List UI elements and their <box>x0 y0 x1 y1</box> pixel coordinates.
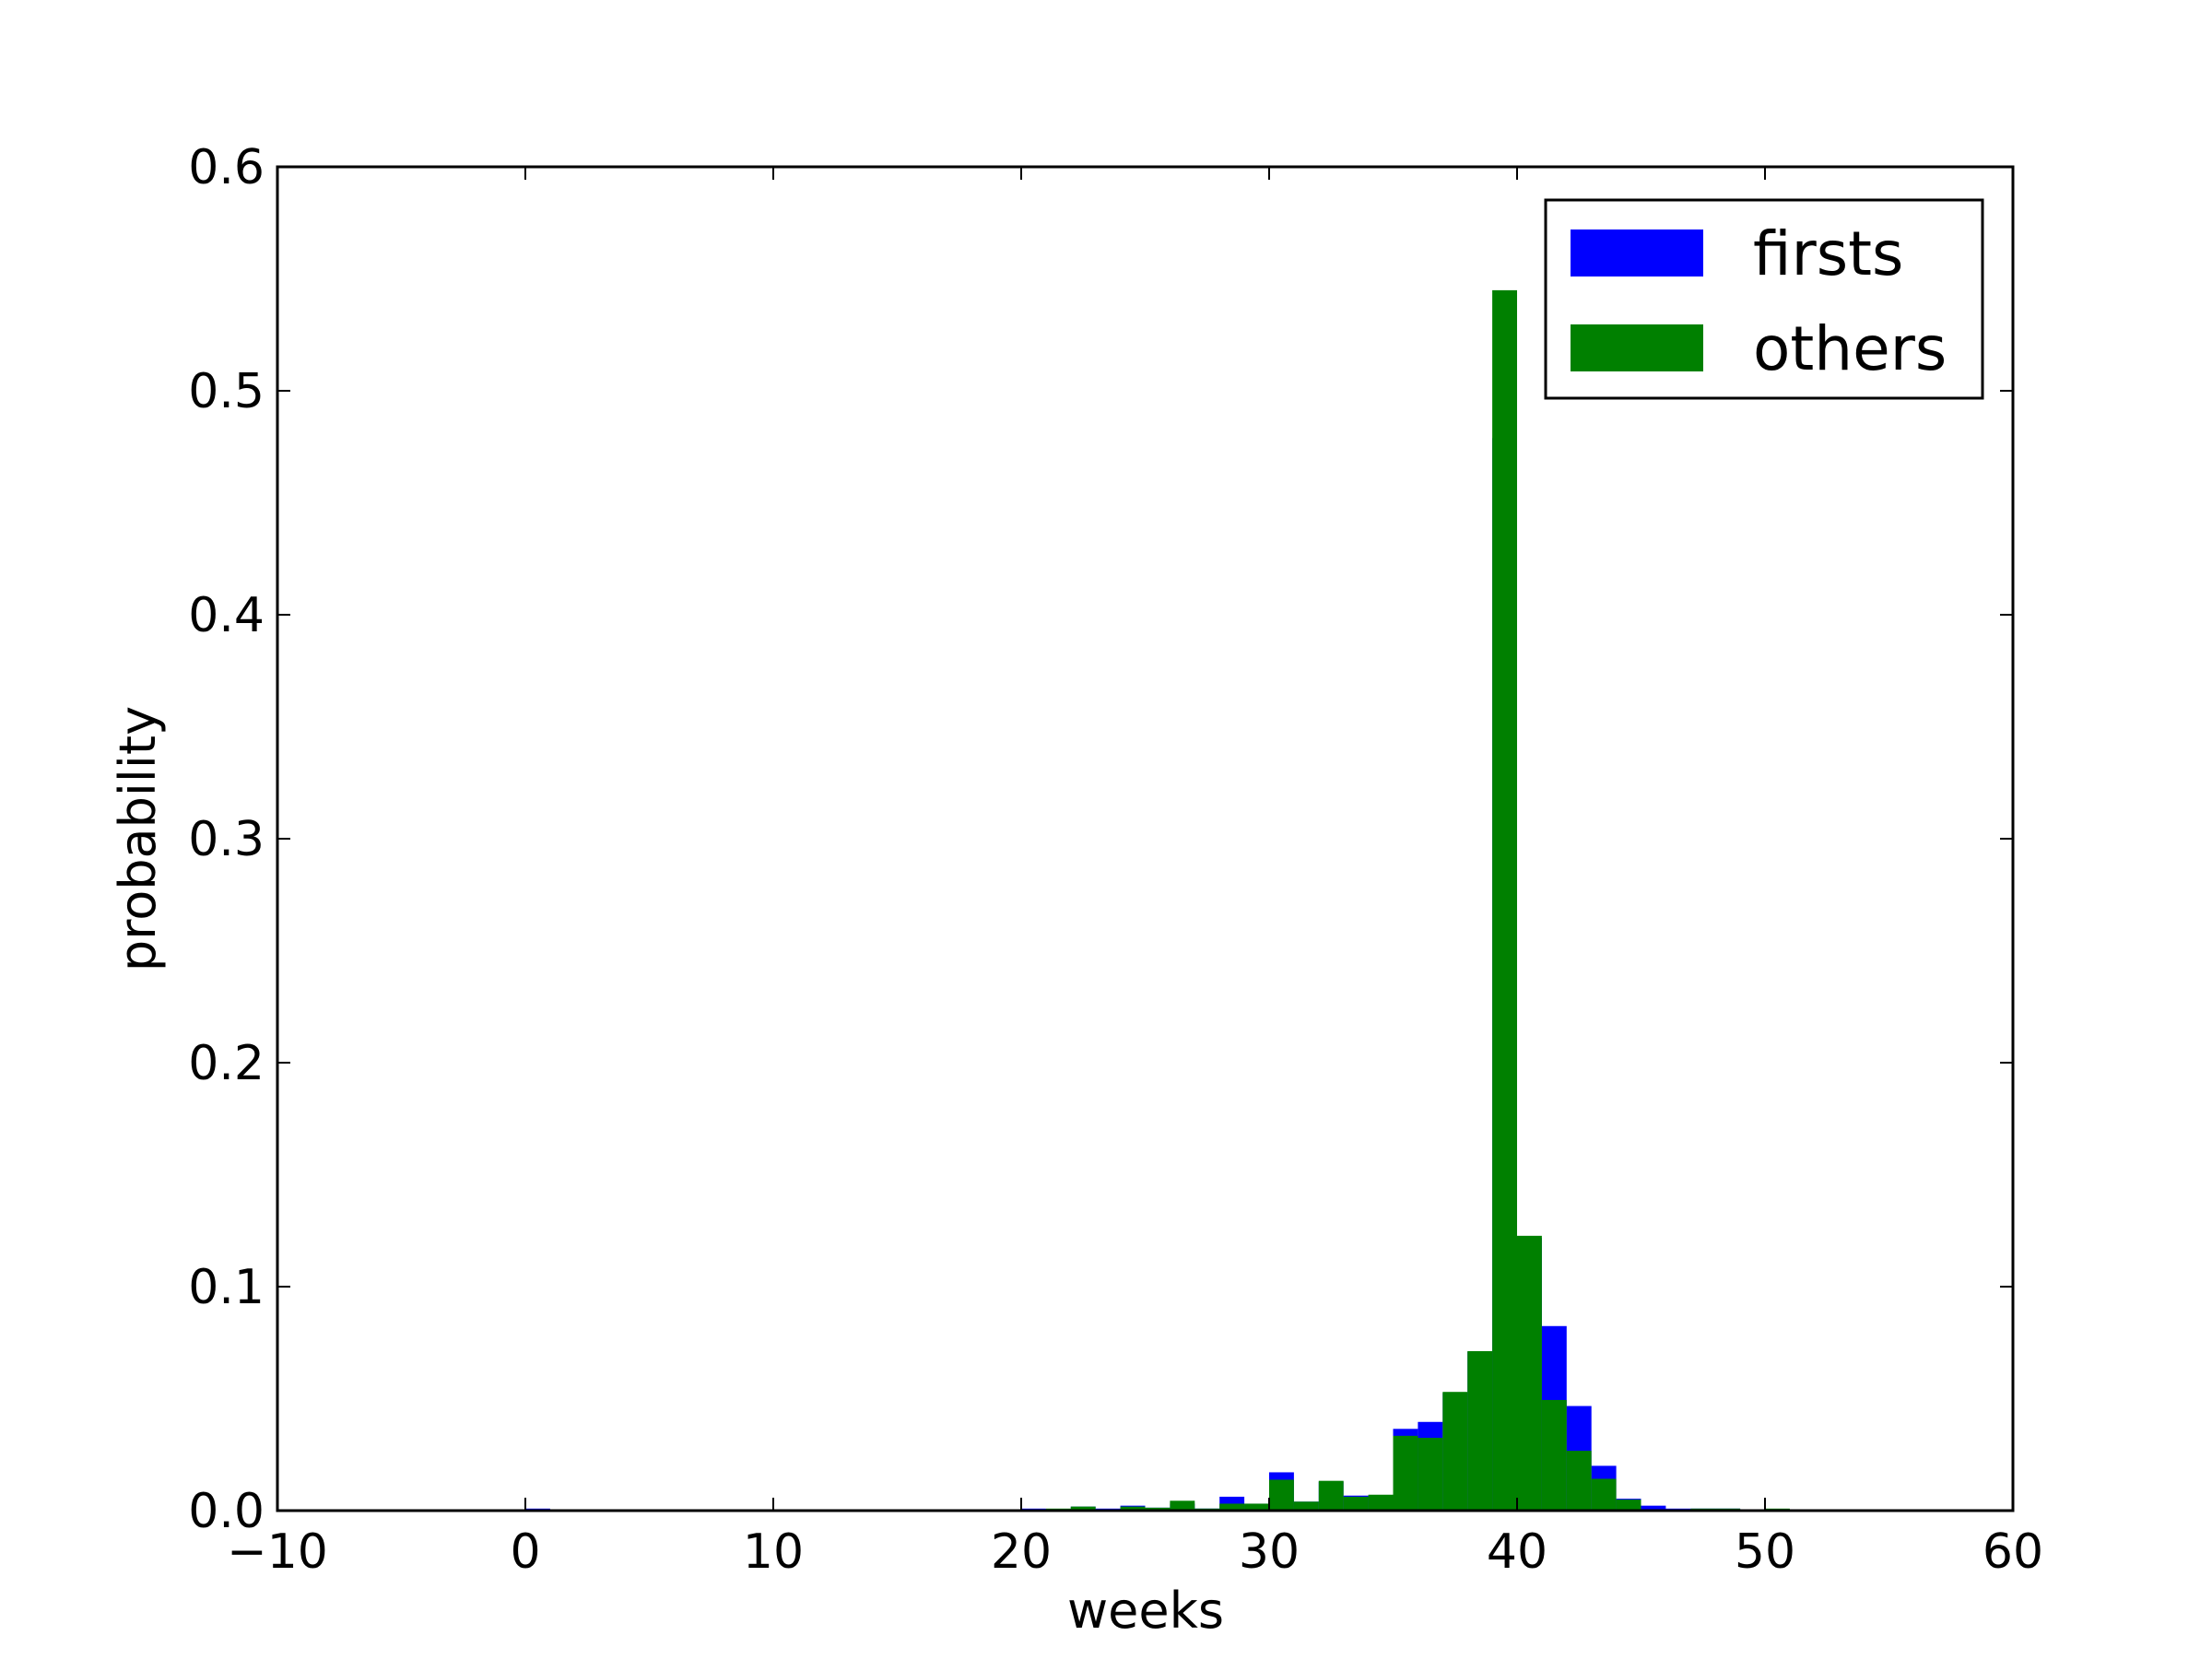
x-tick-label: 30 <box>1239 1524 1300 1580</box>
bar-others-37 <box>1442 1392 1468 1511</box>
bar-others-36 <box>1418 1438 1443 1511</box>
bar-others-30 <box>1269 1479 1294 1511</box>
bar-others-38 <box>1467 1350 1493 1511</box>
x-tick-label: −10 <box>227 1524 328 1580</box>
y-tick-label: 0.6 <box>188 140 265 195</box>
x-tick-label: 60 <box>1983 1524 2043 1580</box>
bar-others-44 <box>1616 1500 1641 1511</box>
bar-others-41 <box>1541 1399 1567 1511</box>
bar-others-33 <box>1343 1496 1369 1511</box>
bar-others-40 <box>1517 1235 1542 1511</box>
bar-others-42 <box>1566 1451 1592 1511</box>
x-tick-label: 0 <box>510 1524 540 1580</box>
legend: firsts others <box>1544 198 1984 400</box>
x-tick-label: 10 <box>743 1524 804 1580</box>
legend-label-firsts: firsts <box>1753 218 1903 289</box>
y-tick-label: 0.3 <box>188 812 265 867</box>
y-tick-label: 0.2 <box>188 1036 265 1091</box>
bars-layer <box>525 289 1790 1511</box>
bar-others-26 <box>1170 1500 1195 1511</box>
bar-others-34 <box>1368 1494 1394 1511</box>
bar-firsts-45 <box>1641 1505 1666 1511</box>
x-axis-label: weeks <box>1067 1582 1224 1640</box>
bar-others-24 <box>1120 1506 1146 1511</box>
y-axis-label: probability <box>109 706 167 971</box>
bar-others-35 <box>1393 1435 1418 1511</box>
bar-others-22 <box>1070 1506 1096 1511</box>
legend-label-others: others <box>1753 313 1947 384</box>
bar-others-39 <box>1492 289 1517 1511</box>
bar-others-31 <box>1293 1501 1319 1511</box>
bar-others-25 <box>1145 1507 1171 1511</box>
y-tick-label: 0.0 <box>188 1484 265 1539</box>
ticks-layer: −10 0 10 20 30 40 50 60 0.0 0.1 0.2 0.3 0.4 0.5 0.6 <box>188 140 2043 1580</box>
bar-others-29 <box>1244 1503 1269 1511</box>
x-tick-label: 40 <box>1487 1524 1547 1580</box>
y-tick-label: 0.1 <box>188 1260 265 1315</box>
y-tick-label: 0.4 <box>188 588 265 643</box>
bar-others-43 <box>1591 1478 1617 1511</box>
bar-others-28 <box>1219 1503 1245 1511</box>
x-tick-label: 50 <box>1735 1524 1795 1580</box>
bar-others-32 <box>1318 1480 1344 1511</box>
legend-swatch-others <box>1571 324 1703 371</box>
x-tick-label: 20 <box>991 1524 1052 1580</box>
y-tick-label: 0.5 <box>188 364 265 419</box>
legend-swatch-firsts <box>1571 229 1703 276</box>
